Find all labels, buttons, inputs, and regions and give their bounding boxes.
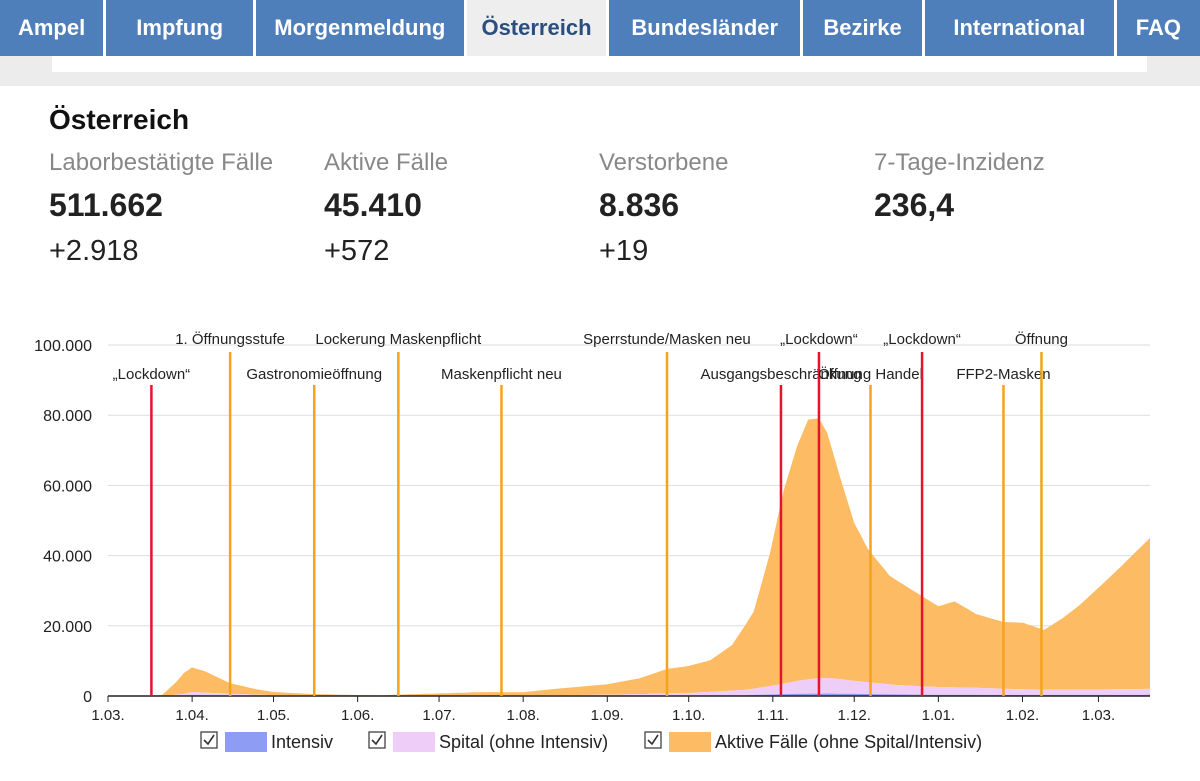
x-tick-label: 1.06. bbox=[341, 707, 374, 724]
stat-value: 8.836 bbox=[599, 187, 680, 223]
x-tick-label: 1.08. bbox=[506, 707, 539, 724]
event-label: FFP2-Masken bbox=[956, 366, 1050, 383]
stat-label: 7-Tage-Inzidenz bbox=[874, 149, 1045, 176]
tab-bezirke[interactable]: Bezirke bbox=[803, 0, 923, 56]
stat-change: +572 bbox=[324, 235, 390, 267]
content-card-edge bbox=[52, 56, 1147, 72]
cases-chart: 0 20.000 40.000 60.000 80.000 100.000 1.03. 1.0… bbox=[34, 330, 1150, 752]
event-label: Ausgangsbeschränkung bbox=[700, 366, 861, 383]
tab-morgenmeldung[interactable]: Morgenmeldung bbox=[256, 0, 464, 56]
stat-aktive-faelle: Aktive Fälle 45.410 +572 bbox=[324, 146, 448, 271]
event-label: Öffnung Handel bbox=[818, 365, 923, 383]
x-tick-label: 1.03. bbox=[91, 707, 124, 724]
x-tick-label: 1.11. bbox=[757, 707, 789, 724]
stat-label: Verstorbene bbox=[599, 149, 729, 176]
y-tick-label: 40.000 bbox=[43, 549, 92, 566]
legend-label: Spital (ohne Intensiv) bbox=[439, 732, 608, 752]
x-tick-label: 1.01. bbox=[922, 707, 955, 724]
event-label: Öffnung bbox=[1015, 330, 1068, 348]
y-tick-label: 0 bbox=[83, 689, 92, 706]
legend-label: Intensiv bbox=[271, 732, 333, 752]
event-label: Lockerung Maskenpflicht bbox=[315, 331, 482, 348]
stat-verstorbene: Verstorbene 8.836 +19 bbox=[599, 146, 728, 271]
y-tick-label: 100.000 bbox=[34, 338, 92, 355]
stat-value: 45.410 bbox=[324, 187, 422, 223]
event-label: Maskenpflicht neu bbox=[441, 366, 562, 383]
stat-value: 511.662 bbox=[49, 187, 163, 223]
stat-label: Laborbestätigte Fälle bbox=[49, 149, 274, 176]
stat-change: +2.918 bbox=[49, 235, 139, 267]
area-spital bbox=[108, 678, 1150, 696]
stat-label: Aktive Fälle bbox=[324, 149, 449, 176]
legend-check-icon bbox=[203, 734, 215, 746]
legend-swatch bbox=[225, 732, 267, 752]
legend-check-icon bbox=[647, 734, 659, 746]
tab-bundeslaender[interactable]: Bundesländer bbox=[609, 0, 800, 56]
event-label: Gastronomieöffnung bbox=[246, 366, 382, 383]
tab-faq[interactable]: FAQ bbox=[1116, 0, 1200, 56]
tab-international[interactable]: International bbox=[925, 0, 1114, 56]
page-title: Österreich bbox=[49, 104, 190, 135]
x-tick-label: 1.02. bbox=[1006, 707, 1039, 724]
x-tick-label: 1.05. bbox=[257, 707, 290, 724]
event-label: 1. Öffnungsstufe bbox=[175, 330, 285, 348]
y-tick-label: 80.000 bbox=[43, 408, 92, 425]
legend-swatch bbox=[669, 732, 711, 752]
legend-check-icon bbox=[371, 734, 383, 746]
x-tick-label: 1.09. bbox=[591, 707, 624, 724]
event-label: Sperrstunde/Masken neu bbox=[583, 331, 751, 348]
x-tick-label: 1.03. bbox=[1082, 707, 1115, 724]
y-tick-label: 60.000 bbox=[43, 478, 92, 495]
x-tick-label: 1.07. bbox=[422, 707, 455, 724]
y-tick-label: 20.000 bbox=[43, 619, 92, 636]
stat-value: 236,4 bbox=[874, 187, 955, 223]
x-tick-label: 1.12. bbox=[838, 707, 871, 724]
legend-swatch bbox=[393, 732, 435, 752]
area-aktive-faelle bbox=[108, 418, 1150, 696]
event-label: „Lockdown“ bbox=[883, 331, 961, 348]
x-tick-label: 1.04. bbox=[175, 707, 208, 724]
legend-checkbox bbox=[200, 731, 218, 749]
stat-inzidenz: 7-Tage-Inzidenz 236,4 bbox=[874, 146, 1045, 225]
legend-label: Aktive Fälle (ohne Spital/Intensiv) bbox=[715, 732, 982, 752]
event-label: „Lockdown“ bbox=[780, 331, 858, 348]
event-label: „Lockdown“ bbox=[113, 366, 191, 383]
tab-oesterreich[interactable]: Österreich bbox=[466, 0, 607, 56]
legend-checkbox bbox=[644, 731, 662, 749]
nav-tabs: Ampel Impfung Morgenmeldung Österreich B… bbox=[0, 0, 1200, 56]
tab-ampel[interactable]: Ampel bbox=[0, 0, 104, 56]
stat-laborbestaetigt: Laborbestätigte Fälle 511.662 +2.918 bbox=[49, 146, 273, 271]
stat-change: +19 bbox=[599, 235, 649, 267]
legend-checkbox bbox=[368, 731, 386, 749]
tab-impfung[interactable]: Impfung bbox=[106, 0, 254, 56]
x-tick-label: 1.10. bbox=[672, 707, 705, 724]
